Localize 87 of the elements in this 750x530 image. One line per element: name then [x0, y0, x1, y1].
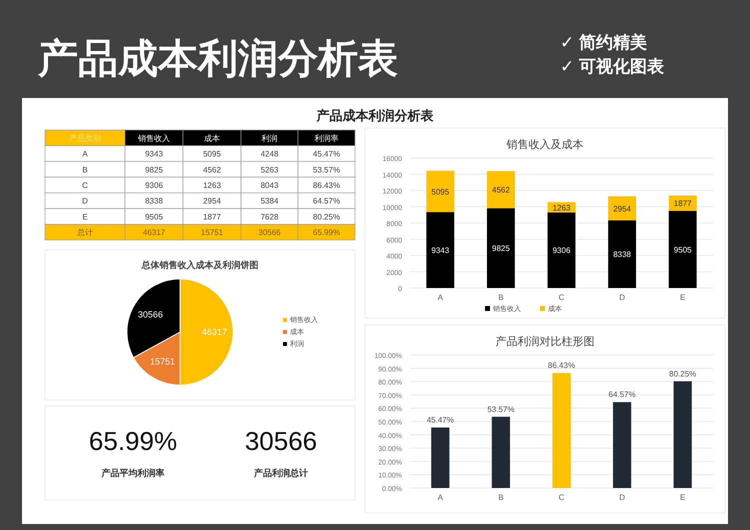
text: 7628 — [260, 212, 278, 222]
category-label: B — [82, 165, 88, 174]
category-label: C — [82, 181, 88, 190]
data-label: 9306 — [552, 246, 571, 256]
bar — [431, 428, 450, 488]
data-label: 64.57% — [608, 390, 636, 400]
data-label: 53.57% — [487, 404, 514, 414]
bar — [674, 381, 692, 488]
x-tick-label: A — [438, 293, 444, 302]
text: 产品平均利润率 — [100, 468, 164, 478]
bar — [548, 212, 576, 288]
text: 2954 — [203, 196, 221, 206]
text: 80.25% — [312, 212, 340, 222]
data-label: 9343 — [431, 246, 450, 256]
data-label: 86.43% — [548, 361, 576, 370]
data-label: 1877 — [674, 199, 692, 208]
text: 8043 — [260, 181, 278, 190]
text: 45.47% — [312, 150, 340, 159]
x-tick-label: B — [498, 493, 504, 502]
category-label: D — [82, 196, 88, 206]
bar — [492, 416, 510, 488]
text: 5095 — [203, 150, 221, 159]
bar — [608, 196, 636, 220]
x-tick-label: D — [619, 293, 626, 302]
data-label: 2954 — [613, 204, 632, 214]
text: 4248 — [260, 150, 278, 159]
text: 1877 — [203, 212, 221, 222]
x-tick-label: E — [680, 293, 686, 302]
category-label: A — [82, 150, 88, 159]
text: 产品成本利润分析表 — [316, 108, 434, 123]
data-label: 9505 — [674, 245, 692, 254]
text: 65.99% — [88, 426, 178, 456]
data-label: 80.25% — [669, 369, 696, 378]
text: 30566 — [258, 228, 281, 238]
category-label: 利润率 — [314, 134, 338, 143]
text: 9505 — [145, 212, 163, 222]
bar — [426, 212, 454, 288]
category-label: 利润 — [262, 134, 278, 143]
category-label: 产品类别 — [69, 134, 101, 143]
text: 53.57% — [312, 165, 340, 174]
text: ✓ 可视化图表 — [560, 57, 665, 76]
text: 9825 — [145, 165, 163, 174]
bar — [668, 210, 697, 288]
x-tick-label: A — [438, 493, 444, 502]
x-tick-label: B — [498, 293, 504, 302]
text: 15751 — [200, 228, 224, 238]
text: 46317 — [142, 228, 166, 238]
bar — [486, 171, 515, 208]
data-label: 45.47% — [426, 416, 454, 425]
x-tick-label: C — [558, 493, 565, 502]
data-label: 4562 — [492, 186, 510, 195]
text: 产品利润总计 — [253, 468, 308, 478]
chart-title: 总体销售收入成本及利润饼图 — [140, 260, 258, 270]
x-tick-label: E — [680, 493, 686, 502]
text: 5263 — [260, 165, 278, 174]
bar — [613, 402, 632, 488]
text: 86.43% — [312, 181, 340, 190]
x-tick-label: C — [558, 293, 565, 302]
text: ✓ 简约精美 — [560, 33, 647, 52]
text: 9306 — [145, 181, 163, 190]
data-label: 8338 — [613, 250, 632, 260]
bar — [608, 220, 636, 288]
category-label: 销售收入 — [137, 134, 170, 143]
data-label: 5095 — [431, 187, 450, 196]
data-label: 1263 — [552, 203, 571, 212]
text: 64.57% — [312, 196, 340, 206]
text: 8338 — [145, 196, 163, 206]
data-label: 9825 — [492, 244, 510, 254]
bar — [486, 208, 515, 288]
category-label: E — [82, 212, 88, 222]
category-label: 总计 — [77, 228, 93, 238]
text: 1263 — [203, 181, 221, 190]
chart-title: 产品利润对比柱形图 — [496, 335, 594, 348]
data-label: 15751 — [150, 356, 175, 367]
text: 5384 — [260, 196, 278, 206]
text: 65.99% — [312, 228, 340, 238]
text: 产品成本利润分析表 — [37, 37, 398, 81]
text: 4562 — [203, 165, 221, 174]
chart-title: 销售收入及成本 — [506, 138, 584, 151]
x-tick-label: D — [619, 493, 626, 502]
data-label: 46317 — [202, 327, 227, 337]
bar — [552, 373, 571, 488]
text: 30566 — [244, 426, 318, 456]
data-label: 30566 — [138, 309, 163, 320]
text: 9343 — [145, 150, 163, 159]
category-label: 成本 — [204, 134, 220, 143]
bar — [426, 170, 454, 212]
